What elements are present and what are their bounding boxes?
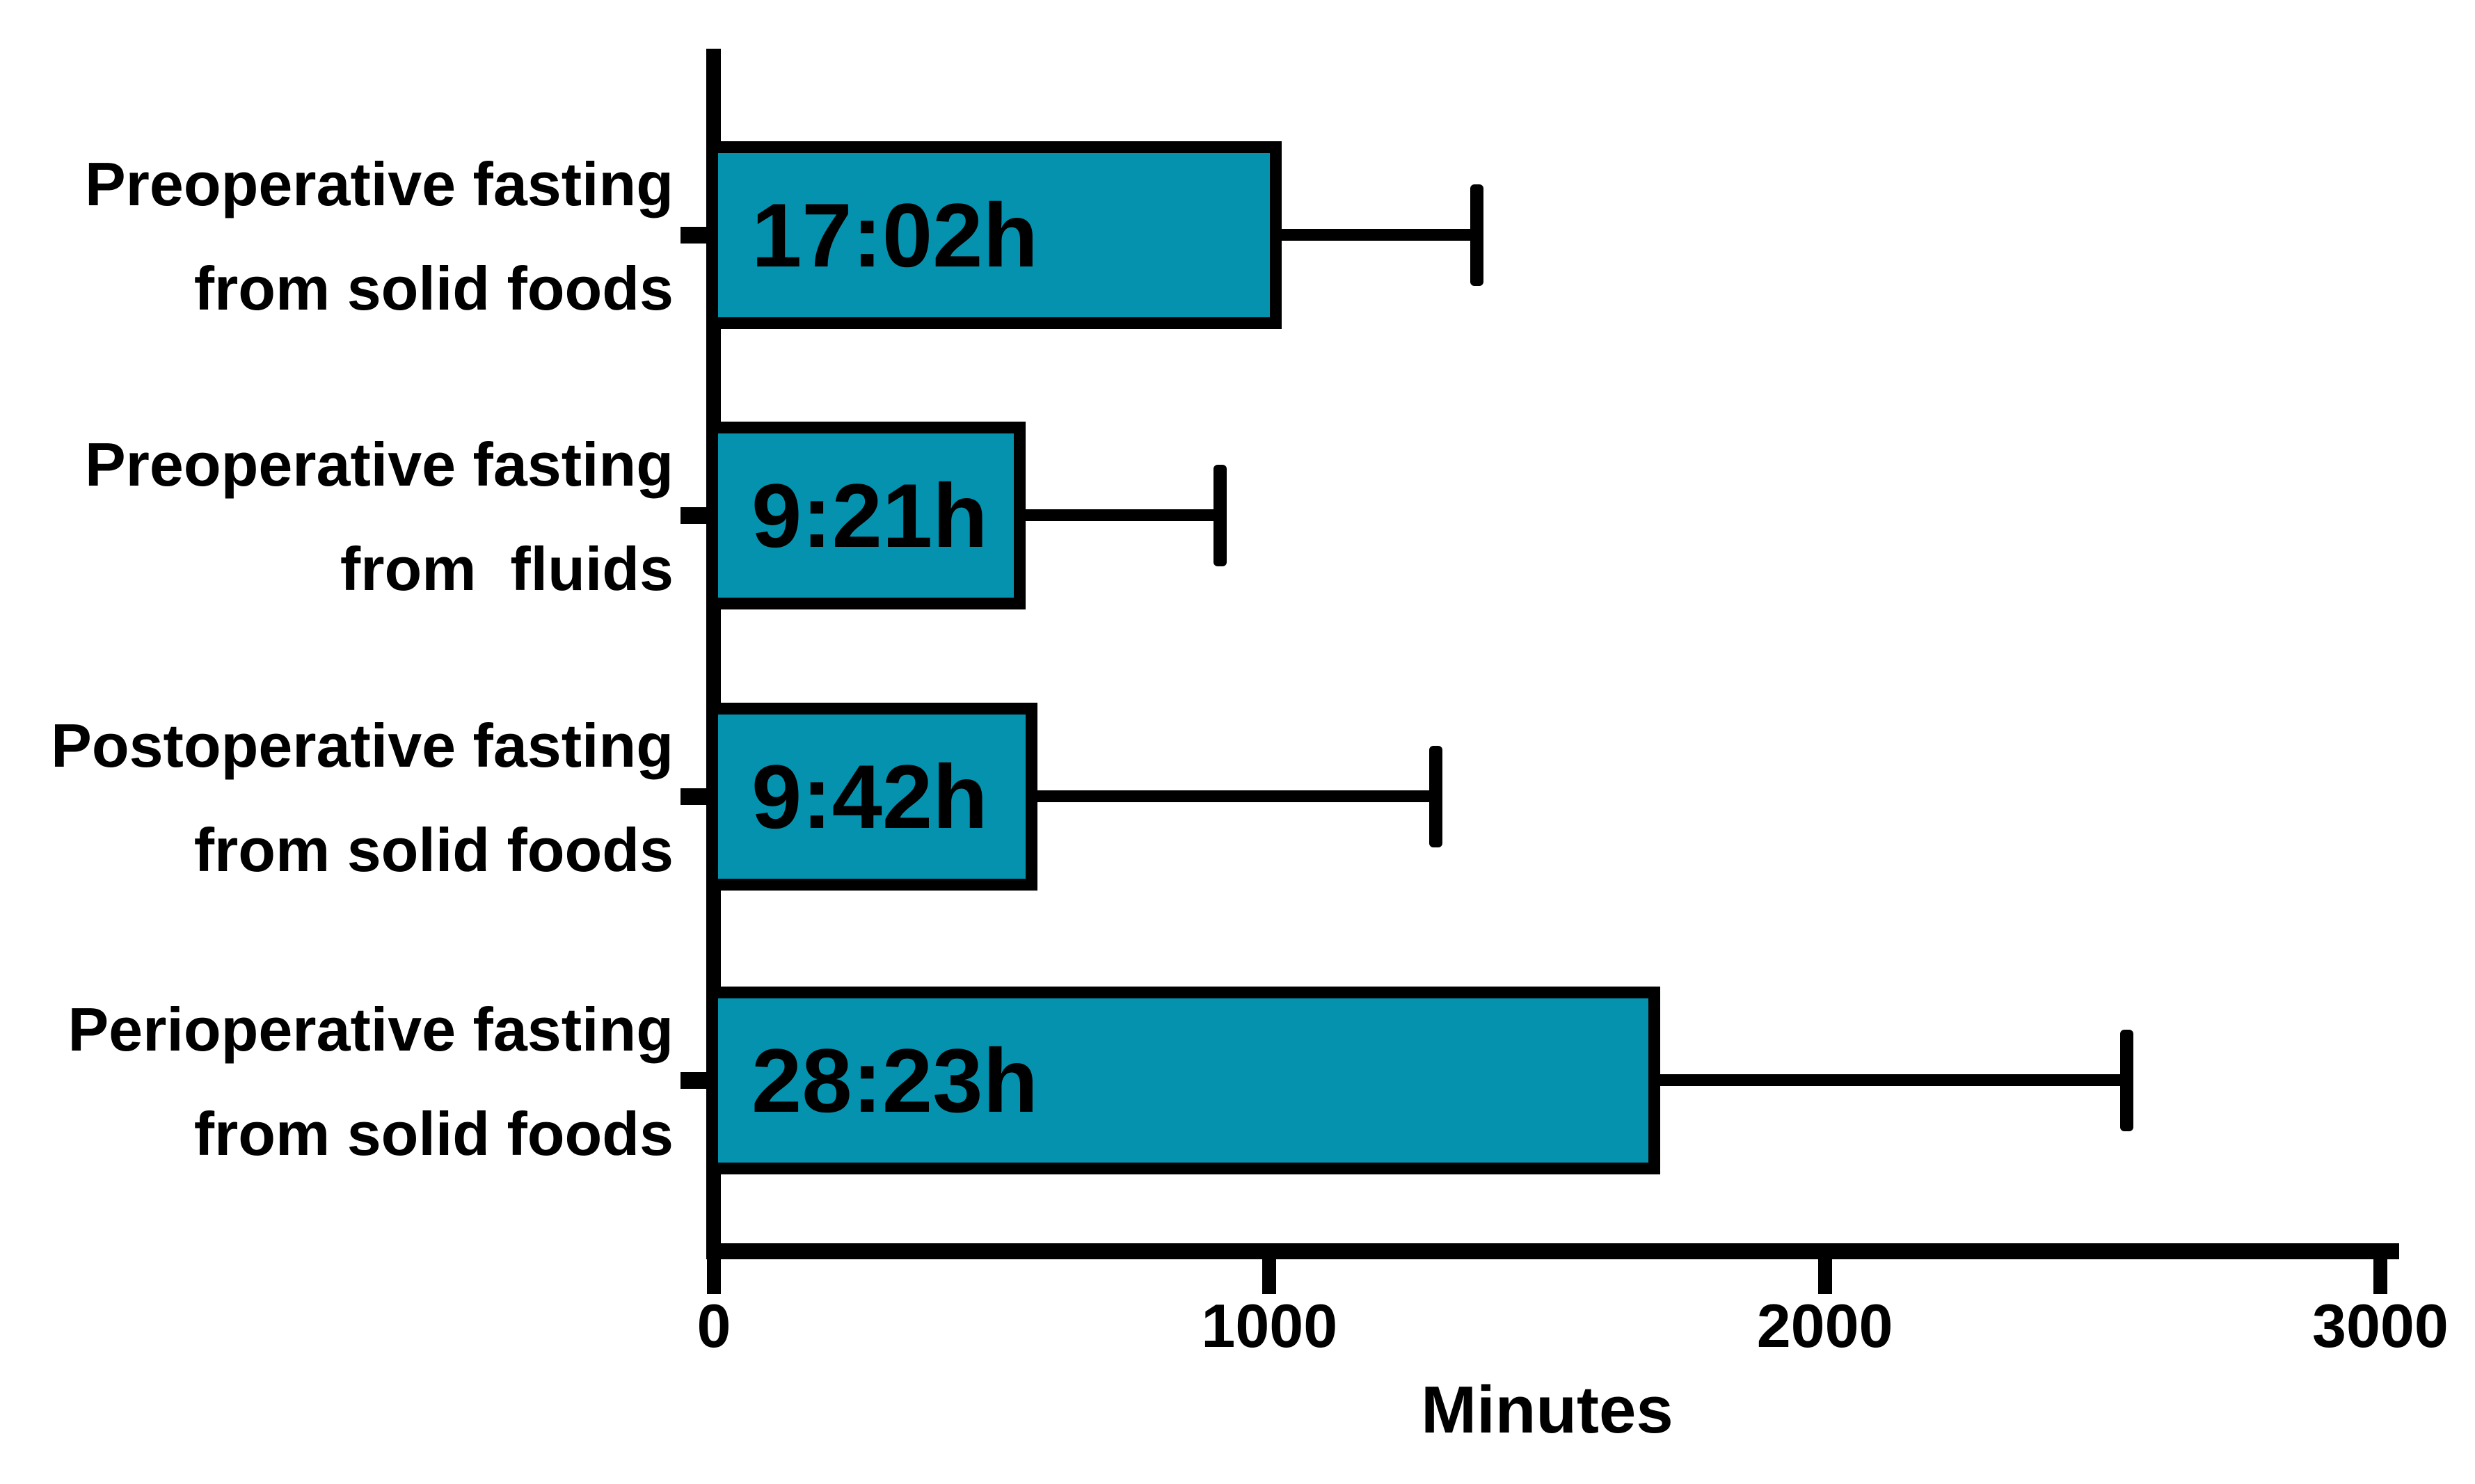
- category-label-line2: from solid foods: [193, 815, 674, 884]
- bar: 28:23h: [706, 987, 1660, 1174]
- y-axis-line: [706, 49, 721, 1259]
- x-axis-tick-label: 3000: [2312, 1291, 2449, 1360]
- bar-value-label: 9:42h: [751, 746, 988, 847]
- bar: 17:02h: [706, 141, 1282, 329]
- category-label: Perioperative fasting from solid foods: [0, 978, 674, 1186]
- error-bar-line: [1281, 229, 1477, 241]
- error-bar-cap: [2120, 1030, 2134, 1131]
- x-axis-line: [706, 1243, 2399, 1259]
- bar-value-label: 17:02h: [751, 184, 1038, 286]
- category-label-line1: Preoperative fasting: [84, 150, 674, 218]
- category-label: Preoperative fasting from fluids: [0, 413, 674, 621]
- x-axis-tick-label: 2000: [1756, 1291, 1893, 1360]
- error-bar-cap: [1470, 184, 1484, 286]
- x-axis-title: Minutes: [1421, 1373, 1673, 1447]
- category-label-line1: Preoperative fasting: [84, 430, 674, 499]
- bar: 9:21h: [706, 422, 1026, 609]
- error-bar-line: [1037, 790, 1435, 802]
- category-label: Postoperative fasting from solid foods: [0, 694, 674, 902]
- x-axis-tick-label: 1000: [1201, 1291, 1338, 1360]
- category-label-line2: from solid foods: [193, 254, 674, 323]
- category-label: Preoperative fasting from solid foods: [0, 132, 674, 341]
- category-label-line2: from solid foods: [193, 1099, 674, 1168]
- category-label-line2: from fluids: [340, 534, 674, 603]
- error-bar-cap: [1429, 746, 1442, 847]
- x-axis-tick: [2373, 1259, 2387, 1294]
- category-label-line1: Postoperative fasting: [51, 711, 674, 780]
- bar-value-label: 28:23h: [751, 1030, 1038, 1131]
- x-axis-tick: [1262, 1259, 1277, 1294]
- category-label-line1: Perioperative fasting: [67, 995, 674, 1064]
- error-bar-line: [1025, 509, 1220, 521]
- x-axis-tick: [707, 1259, 721, 1294]
- bar-value-label: 9:21h: [751, 465, 988, 566]
- bar: 9:42h: [706, 703, 1037, 891]
- error-bar-line: [1660, 1074, 2127, 1086]
- x-axis-tick: [1817, 1259, 1832, 1294]
- x-axis-tick-label: 0: [697, 1291, 731, 1360]
- error-bar-cap: [1213, 465, 1227, 566]
